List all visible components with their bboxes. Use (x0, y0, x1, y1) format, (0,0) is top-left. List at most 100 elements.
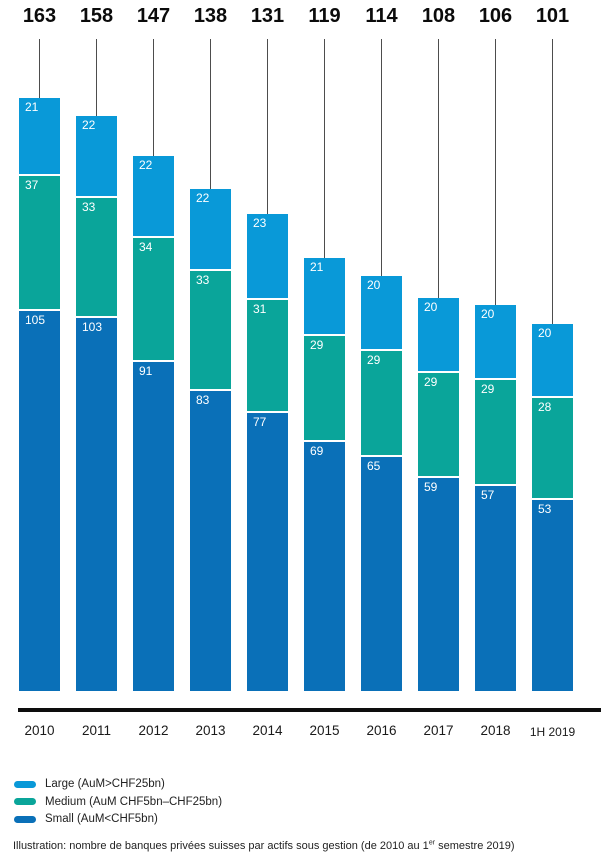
x-axis-label: 2011 (81, 723, 112, 738)
x-axis-label: 2016 (366, 723, 397, 738)
bar-2018: 20 29 57 (475, 305, 516, 691)
bar-2013: 22 33 83 (190, 188, 231, 691)
segment-value-label: 59 (424, 480, 438, 495)
bar-total-label: 163 (22, 5, 57, 27)
legend-label-large: Large (AuM>CHF25bn) (45, 778, 165, 790)
legend-item-small: Small (AuM<CHF5bn) (14, 813, 222, 826)
bar-total-label: 101 (535, 5, 570, 27)
segment-value-label: 105 (25, 312, 46, 327)
legend-swatch-large (14, 780, 36, 788)
bar-segment-small: 65 (361, 454, 402, 691)
bar-2010: 21 37 105 (19, 98, 60, 691)
bar-total-label: 119 (308, 5, 341, 27)
bar-segment-medium: 29 (475, 378, 516, 484)
legend-swatch-small (14, 816, 36, 824)
bar-segment-small: 105 (19, 308, 60, 691)
bar-segment-large: 22 (190, 188, 231, 269)
segment-value-label: 20 (538, 325, 552, 340)
segment-value-label: 69 (310, 443, 324, 458)
bar-total-label: 138 (193, 5, 228, 27)
bar-segment-medium: 34 (133, 236, 174, 360)
bar-2012: 22 34 91 (133, 156, 174, 691)
bar-total-label: 158 (79, 5, 114, 27)
x-axis-label: 2015 (309, 723, 340, 738)
segment-value-label: 21 (310, 260, 324, 275)
bar-total-label: 131 (250, 5, 285, 27)
connector-line (552, 39, 553, 324)
connector-line (495, 39, 496, 306)
connector-line (153, 39, 154, 157)
segment-value-label: 22 (196, 190, 210, 205)
x-axis-label: 2012 (138, 723, 169, 738)
x-axis-label: 2014 (252, 723, 283, 738)
bar-total-label: 114 (365, 5, 398, 27)
x-axis-label: 2013 (195, 723, 226, 738)
bar-segment-large: 20 (532, 323, 573, 397)
segment-value-label: 33 (196, 272, 210, 287)
bar-segment-large: 22 (133, 156, 174, 237)
bar-segment-large: 20 (475, 305, 516, 379)
bar-segment-small: 103 (76, 316, 117, 691)
bar-segment-large: 22 (76, 116, 117, 197)
bar-segment-small: 91 (133, 359, 174, 691)
segment-value-label: 57 (481, 487, 495, 502)
legend-swatch-medium (14, 798, 36, 806)
segment-value-label: 83 (196, 393, 210, 408)
bar-segment-medium: 37 (19, 174, 60, 309)
bar-segment-medium: 29 (418, 370, 459, 477)
segment-value-label: 29 (310, 338, 324, 353)
segment-value-label: 28 (538, 400, 552, 415)
caption-text-pre: Illustration: nombre de banques privées … (13, 840, 429, 852)
x-axis-label: 2017 (423, 723, 454, 738)
x-axis-label: 2018 (480, 723, 511, 738)
bar-segment-large: 23 (247, 214, 288, 299)
bar-segment-large: 20 (418, 298, 459, 371)
segment-value-label: 33 (82, 200, 96, 215)
bar-1h-2019: 20 28 53 (532, 323, 573, 691)
segment-value-label: 20 (424, 300, 438, 315)
legend: Large (AuM>CHF25bn) Medium (AuM CHF5bn–C… (14, 778, 222, 831)
bar-segment-large: 21 (19, 98, 60, 175)
x-axis-label: 2010 (24, 723, 55, 738)
caption-text-post: semestre 2019) (435, 840, 515, 852)
bar-2011: 22 33 103 (76, 116, 117, 691)
connector-line (210, 39, 211, 189)
bar-segment-large: 20 (361, 276, 402, 349)
bar-segment-medium: 29 (304, 334, 345, 440)
caption: Illustration: nombre de banques privées … (13, 839, 515, 852)
connector-line (438, 39, 439, 299)
connector-line (324, 39, 325, 259)
legend-label-small: Small (AuM<CHF5bn) (45, 813, 158, 826)
bar-total-label: 106 (478, 5, 513, 27)
bar-total-label: 147 (136, 5, 171, 27)
segment-value-label: 53 (538, 502, 552, 517)
connector-line (267, 39, 268, 215)
bar-segment-large: 21 (304, 258, 345, 335)
bar-segment-medium: 29 (361, 349, 402, 455)
x-axis-label: 1H 2019 (529, 725, 576, 739)
bar-2015: 21 29 69 (304, 258, 345, 691)
bar-2017: 20 29 59 (418, 298, 459, 691)
segment-value-label: 77 (253, 414, 267, 429)
x-axis-line (18, 708, 601, 712)
bar-segment-small: 53 (532, 498, 573, 691)
bar-total-label: 108 (421, 5, 456, 27)
bar-segment-small: 83 (190, 389, 231, 691)
bar-segment-medium: 33 (190, 268, 231, 390)
bar-2016: 20 29 65 (361, 276, 402, 691)
legend-label-medium: Medium (AuM CHF5bn–CHF25bn) (45, 795, 223, 808)
segment-value-label: 29 (367, 353, 381, 367)
segment-value-label: 22 (82, 118, 96, 133)
segment-value-label: 31 (253, 302, 267, 317)
bar-segment-small: 69 (304, 439, 345, 691)
bar-segment-medium: 33 (76, 196, 117, 317)
connector-line (381, 39, 382, 277)
segment-value-label: 22 (139, 158, 153, 173)
segment-value-label: 37 (25, 178, 39, 193)
bar-segment-medium: 28 (532, 396, 573, 499)
segment-value-label: 29 (424, 374, 438, 389)
bar-2014: 23 31 77 (247, 214, 288, 691)
segment-value-label: 103 (82, 320, 103, 335)
legend-item-large: Large (AuM>CHF25bn) (14, 778, 222, 791)
